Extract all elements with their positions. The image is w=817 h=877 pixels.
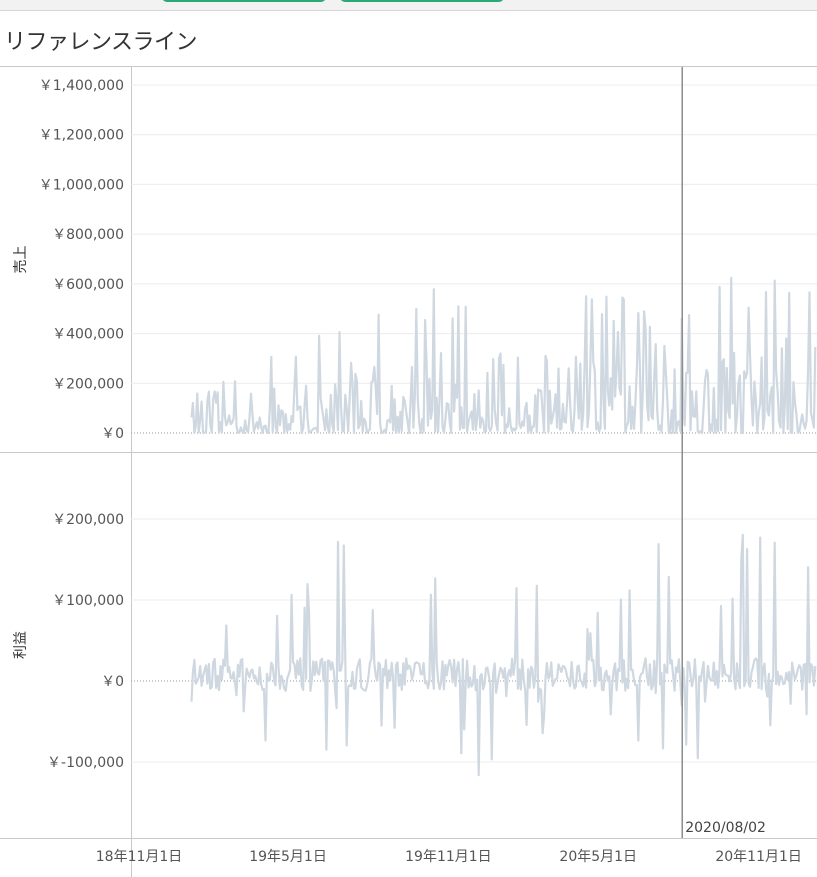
- reference-line-label: 2020/08/02: [685, 820, 766, 836]
- top-toolbar-strip: [0, 0, 817, 11]
- series-line: [190, 533, 817, 777]
- x-tick-label: 19年5月1日: [249, 849, 327, 865]
- y-axis-title: 売上: [13, 246, 29, 274]
- y-axis-title: 利益: [13, 631, 29, 659]
- x-tick-label: 19年11月1日: [405, 849, 492, 865]
- y-tick-label: ￥800,000: [52, 227, 124, 243]
- series-line: [190, 276, 817, 435]
- toolbar-tab-1[interactable]: [162, 0, 326, 2]
- x-tick-label: 20年5月1日: [559, 849, 637, 865]
- x-tick-label: 18年11月1日: [96, 849, 183, 865]
- y-tick-label: ￥200,000: [52, 376, 124, 392]
- y-tick-label: ￥1,400,000: [39, 78, 124, 94]
- y-tick-label: ￥-100,000: [47, 755, 124, 771]
- y-tick-label: ￥0: [101, 674, 124, 690]
- y-tick-label: ￥0: [101, 426, 124, 442]
- y-tick-label: ￥1,200,000: [39, 128, 124, 144]
- toolbar-tab-2[interactable]: [340, 0, 504, 2]
- y-tick-label: ￥100,000: [52, 593, 124, 609]
- y-tick-label: ￥200,000: [52, 512, 124, 528]
- page-title: リファレンスライン: [4, 30, 198, 55]
- y-tick-label: ￥1,000,000: [39, 177, 124, 193]
- y-tick-label: ￥600,000: [52, 277, 124, 293]
- y-tick-label: ￥400,000: [52, 327, 124, 343]
- x-tick-label: 20年11月1日: [715, 849, 802, 865]
